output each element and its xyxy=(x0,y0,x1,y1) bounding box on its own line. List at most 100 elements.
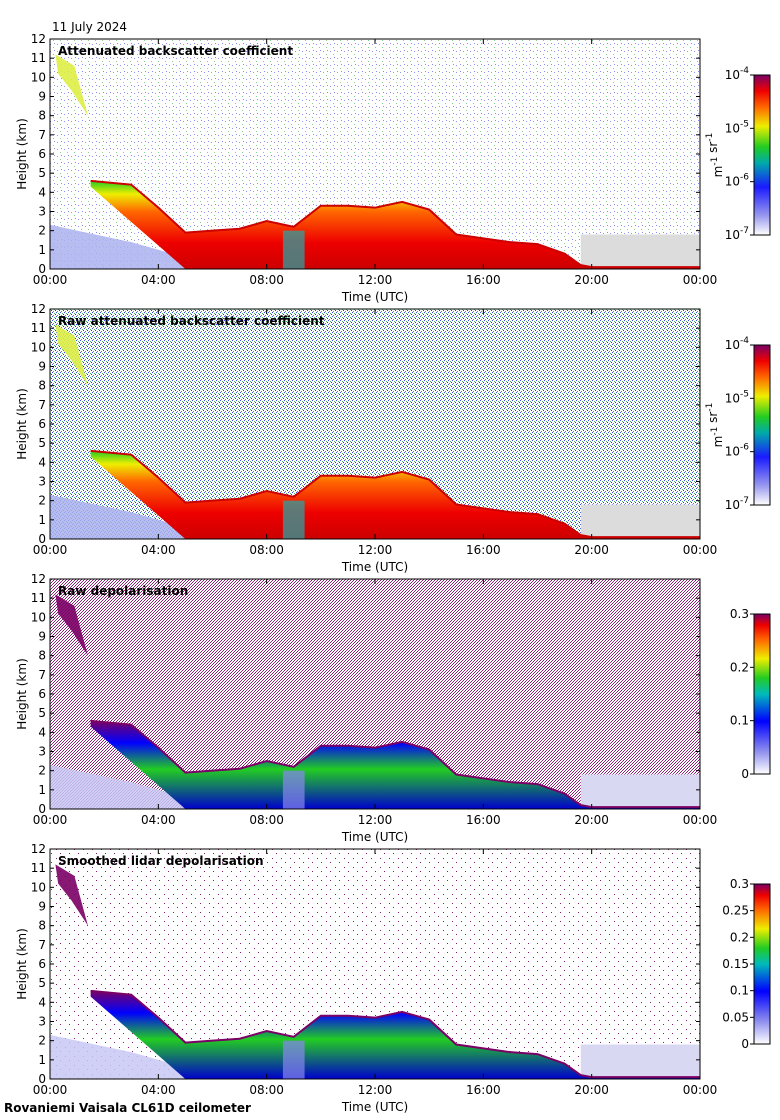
y-tick-label: 8 xyxy=(38,379,46,393)
colorbar-tick-label: 10-7 xyxy=(725,226,749,242)
x-tick-label: 00:00 xyxy=(33,273,68,287)
y-tick-label: 1 xyxy=(38,783,46,797)
y-tick-label: 3 xyxy=(38,205,46,219)
y-tick-label: 12 xyxy=(31,302,46,316)
unit-exponent: -1 xyxy=(710,157,720,166)
panel-title: Raw depolarisation xyxy=(58,584,188,598)
x-tick-label: 00:00 xyxy=(683,1083,718,1097)
y-tick-label: 6 xyxy=(38,417,46,431)
y-tick-label: 0 xyxy=(38,1072,46,1086)
unit-base: sr xyxy=(706,142,720,157)
cirrus-streak xyxy=(55,864,88,926)
y-tick-label: 6 xyxy=(38,147,46,161)
gap-column xyxy=(282,500,305,539)
cirrus-streak xyxy=(55,324,88,386)
y-tick-label: 2 xyxy=(38,494,46,508)
y-tick-label: 2 xyxy=(38,224,46,238)
y-tick-label: 8 xyxy=(38,109,46,123)
gap-column xyxy=(282,230,305,269)
boundary-layer xyxy=(50,224,186,269)
x-tick-label: 00:00 xyxy=(33,543,68,557)
colorbar-exponent: -4 xyxy=(740,66,749,76)
colorbar-tick-label: 10-5 xyxy=(725,119,749,135)
boundary-layer xyxy=(50,1034,186,1079)
y-tick-label: 10 xyxy=(31,880,46,894)
y-tick-label: 7 xyxy=(38,938,46,952)
cirrus-streak xyxy=(55,594,88,656)
gap-column xyxy=(282,770,305,809)
x-axis-label: Time (UTC) xyxy=(341,290,408,304)
unit-exponent: -1 xyxy=(705,403,715,412)
cloud-top-line xyxy=(90,719,700,809)
boundary-layer xyxy=(50,494,186,539)
x-axis-label: Time (UTC) xyxy=(341,830,408,844)
panel-title: Raw attenuated backscatter coefficient xyxy=(58,314,325,328)
unit-exponent: -1 xyxy=(710,427,720,436)
colorbar-exponent: -4 xyxy=(740,336,749,346)
y-tick-label: 5 xyxy=(38,976,46,990)
cloud-top-line xyxy=(90,989,700,1079)
colorbar-tick-label: 0 xyxy=(741,1037,749,1051)
colorbar-tick-label: 10-6 xyxy=(725,173,750,189)
y-tick-label: 3 xyxy=(38,1015,46,1029)
y-tick-label: 11 xyxy=(31,591,46,605)
boundary-layer xyxy=(50,764,186,809)
y-tick-label: 8 xyxy=(38,649,46,663)
y-axis-label: Height (km) xyxy=(15,118,29,189)
x-axis-label: Time (UTC) xyxy=(341,560,408,574)
x-tick-label: 20:00 xyxy=(574,813,609,827)
cloud-layer xyxy=(90,990,700,1079)
x-tick-label: 16:00 xyxy=(466,1083,501,1097)
evening-region xyxy=(580,1044,700,1079)
y-tick-label: 3 xyxy=(38,475,46,489)
y-tick-label: 7 xyxy=(38,128,46,142)
colorbar-tick-label: 0.1 xyxy=(730,714,749,728)
y-axis-label: Height (km) xyxy=(15,928,29,999)
unit-exponent: -1 xyxy=(705,133,715,142)
y-tick-label: 5 xyxy=(38,166,46,180)
x-tick-label: 00:00 xyxy=(683,813,718,827)
x-tick-label: 04:00 xyxy=(141,813,176,827)
y-axis-label: Height (km) xyxy=(15,658,29,729)
cloud-top-line xyxy=(90,179,700,269)
y-tick-label: 6 xyxy=(38,687,46,701)
x-tick-label: 12:00 xyxy=(358,1083,393,1097)
colorbar-tick-label: 0.25 xyxy=(722,904,749,918)
colorbar-tick-label: 0.2 xyxy=(730,930,749,944)
x-tick-label: 20:00 xyxy=(574,273,609,287)
y-tick-label: 9 xyxy=(38,90,46,104)
y-tick-label: 5 xyxy=(38,706,46,720)
y-tick-label: 4 xyxy=(38,185,46,199)
x-tick-label: 04:00 xyxy=(141,1083,176,1097)
y-tick-label: 4 xyxy=(38,455,46,469)
x-tick-label: 04:00 xyxy=(141,273,176,287)
colorbar-tick-label: 10-4 xyxy=(725,336,750,352)
cirrus-streak xyxy=(55,54,88,116)
colorbar-unit: m-1 sr-1 xyxy=(705,403,725,448)
x-tick-label: 20:00 xyxy=(574,1083,609,1097)
evening-region xyxy=(580,504,700,539)
colorbar-tick-label: 0.2 xyxy=(730,660,749,674)
y-tick-label: 5 xyxy=(38,436,46,450)
panel-title: Attenuated backscatter coefficient xyxy=(58,44,293,58)
colorbar xyxy=(753,613,771,775)
x-tick-label: 00:00 xyxy=(33,1083,68,1097)
x-tick-label: 00:00 xyxy=(683,273,718,287)
y-tick-label: 12 xyxy=(31,842,46,856)
colorbar-exponent: -7 xyxy=(740,226,749,236)
y-axis-label: Height (km) xyxy=(15,388,29,459)
y-tick-label: 11 xyxy=(31,321,46,335)
y-tick-label: 2 xyxy=(38,764,46,778)
x-tick-label: 04:00 xyxy=(141,543,176,557)
footer-label: Rovaniemi Vaisala CL61D ceilometer xyxy=(4,1101,251,1115)
y-tick-label: 6 xyxy=(38,957,46,971)
x-tick-label: 16:00 xyxy=(466,273,501,287)
y-tick-label: 7 xyxy=(38,668,46,682)
y-tick-label: 10 xyxy=(31,610,46,624)
y-tick-label: 0 xyxy=(38,532,46,546)
